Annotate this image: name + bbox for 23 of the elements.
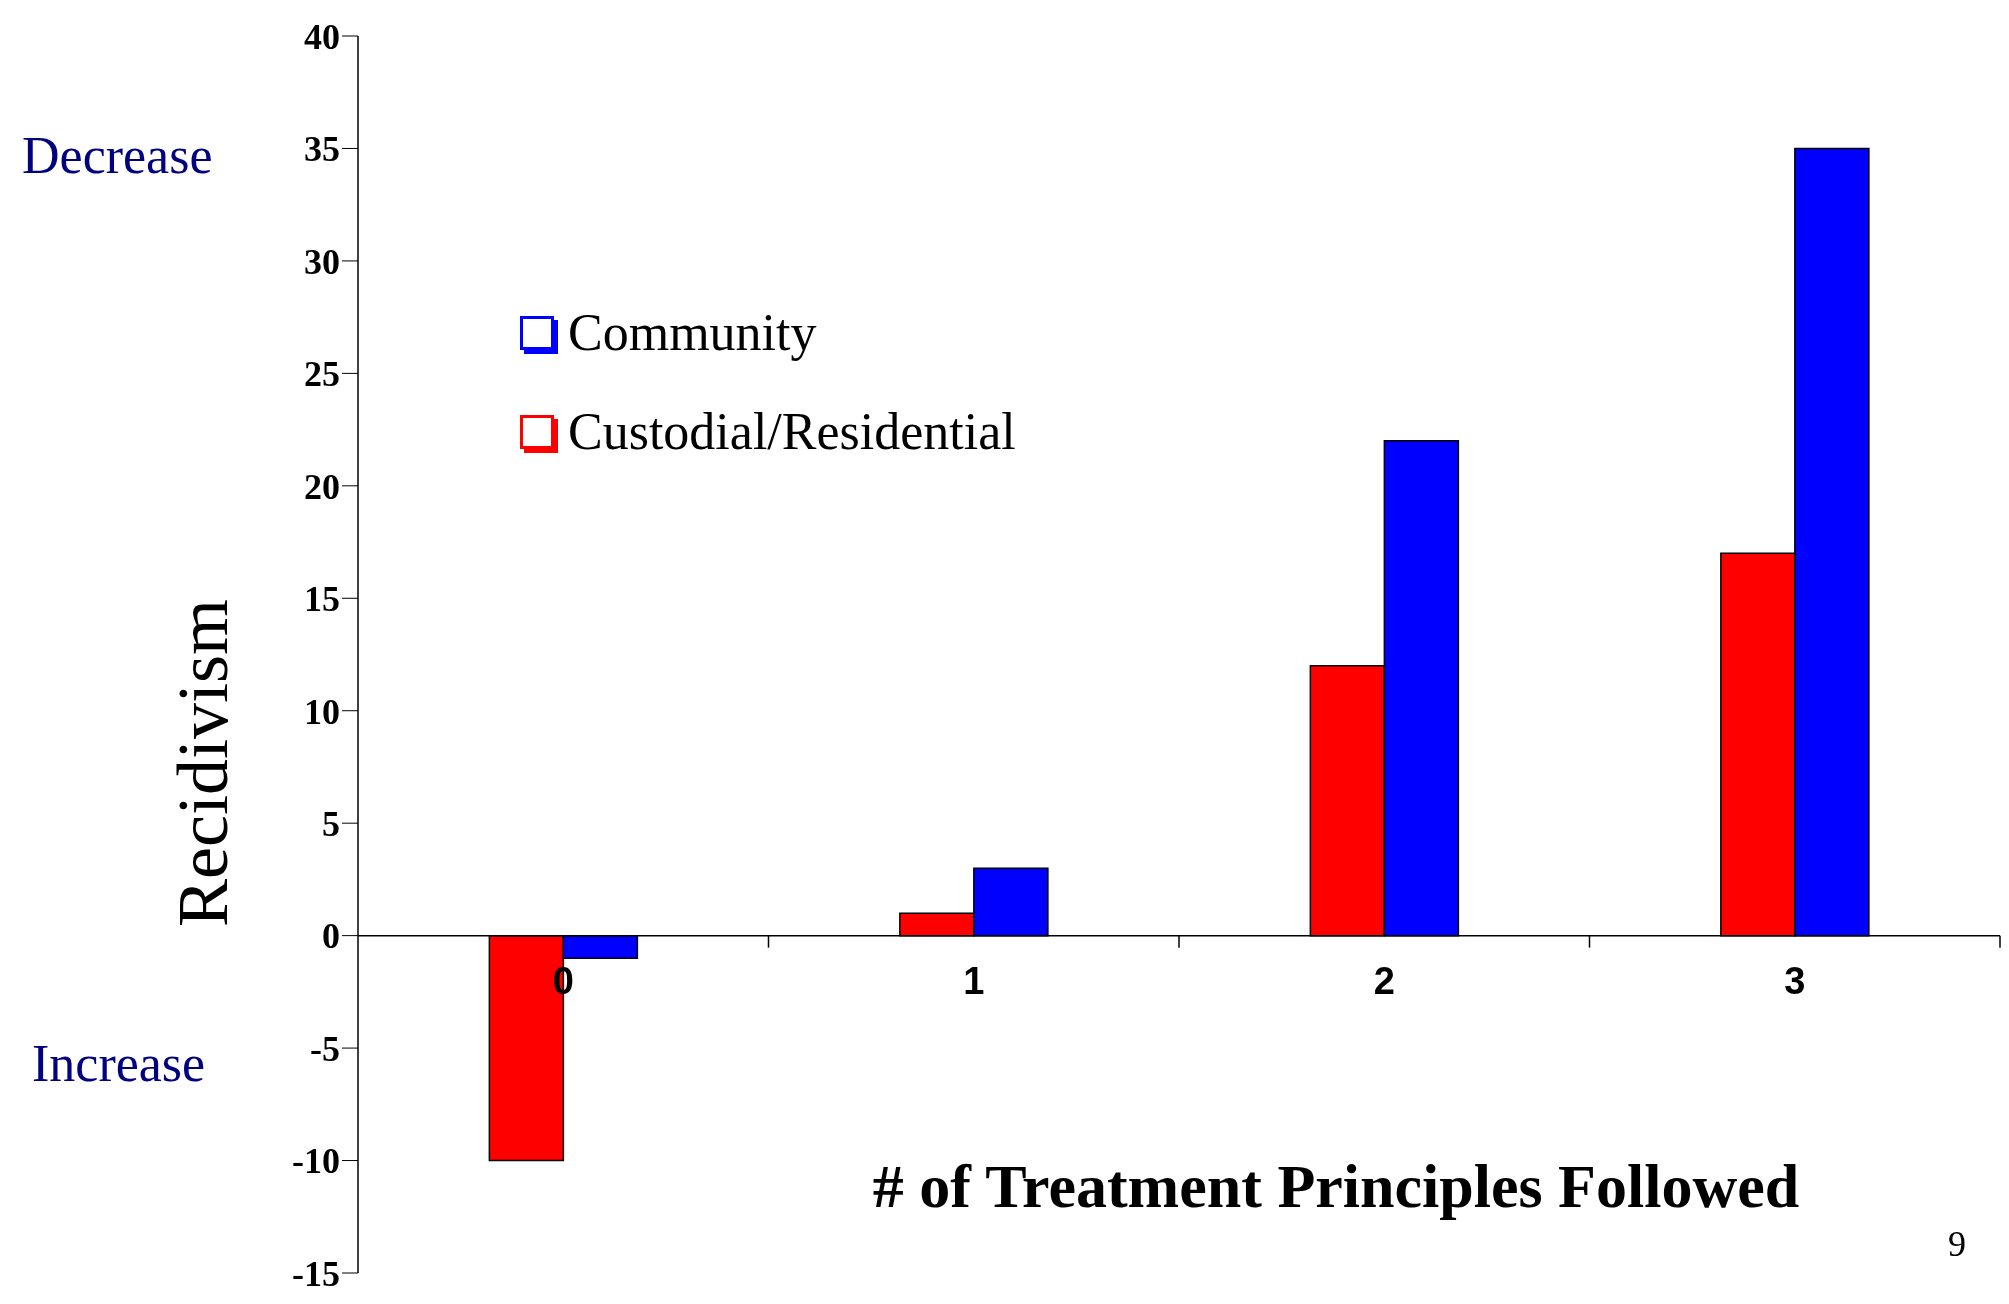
- y-tick-label: 10: [304, 691, 340, 732]
- x-tick-label: 2: [1373, 959, 1395, 1002]
- legend-label: Community: [568, 303, 817, 362]
- legend-label: Custodial/Residential: [568, 402, 1016, 461]
- x-tick-label: 1: [963, 959, 985, 1002]
- x-tick-label: 3: [1784, 959, 1806, 1002]
- y-tick-label: 30: [304, 241, 340, 282]
- y-tick-label: -5: [310, 1028, 340, 1069]
- y-axis-title: Recidivism: [161, 599, 244, 927]
- y-tick-label: 15: [304, 579, 340, 620]
- y-tick-label: 25: [304, 354, 340, 395]
- y-tick-label: 20: [304, 466, 340, 507]
- y-tick-label: -10: [292, 1141, 340, 1182]
- text: Decrease: [22, 126, 213, 185]
- y-tick-label: -15: [292, 1253, 340, 1294]
- y-tick-label: 35: [304, 129, 340, 170]
- text: Increase: [32, 1034, 206, 1093]
- x-axis-title: # of Treatment Principles Followed: [872, 1150, 1800, 1222]
- x-tick-label: 0: [552, 959, 574, 1002]
- y-tick-label: 5: [322, 803, 340, 844]
- y-tick-label: 0: [322, 916, 340, 957]
- y-tick-label: 40: [304, 16, 340, 57]
- annotation: 9: [1948, 1223, 1966, 1265]
